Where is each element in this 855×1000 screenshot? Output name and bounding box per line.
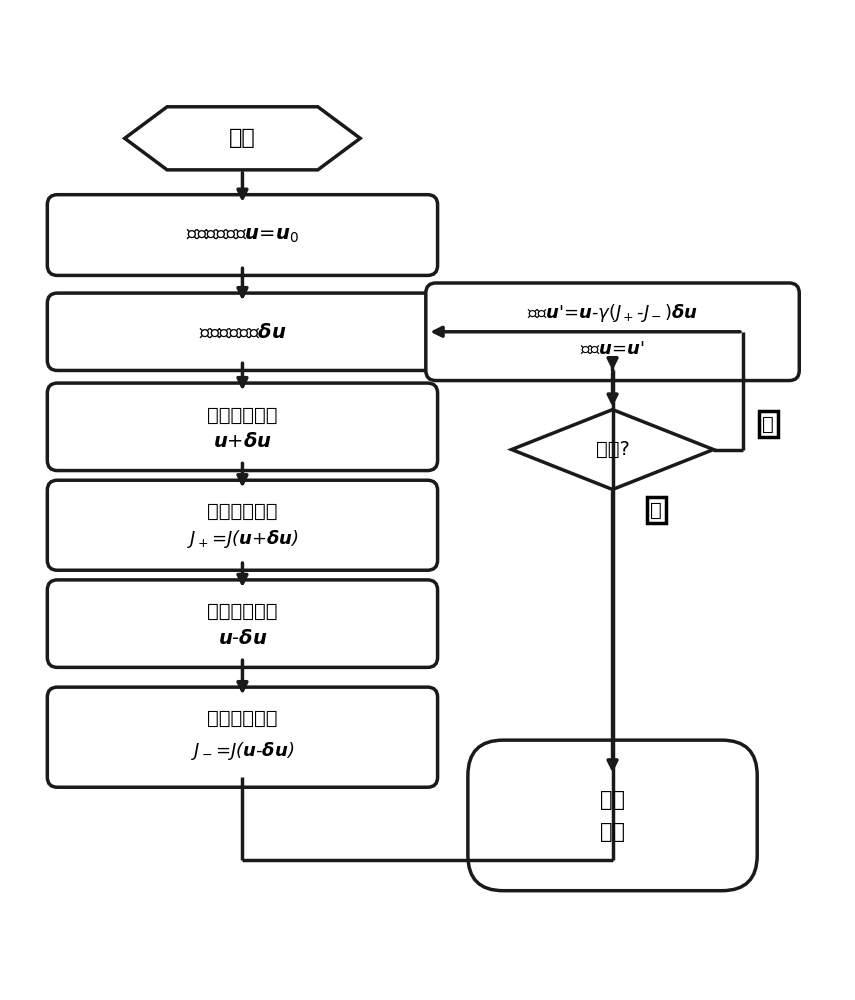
Text: 是: 是 — [651, 501, 662, 520]
Text: 计算$\boldsymbol{u}$'=$\boldsymbol{u}$-$\gamma$($J_+$-$J_-$)$\boldsymbol{\delta u}: 计算$\boldsymbol{u}$'=$\boldsymbol{u}$-$\g… — [527, 302, 698, 324]
Text: 产生随机扰动$\boldsymbol{\delta u}$: 产生随机扰动$\boldsymbol{\delta u}$ — [198, 322, 286, 341]
FancyBboxPatch shape — [426, 283, 799, 381]
Text: 开始: 开始 — [229, 128, 256, 148]
Text: 更新$\boldsymbol{u}$=$\boldsymbol{u}$': 更新$\boldsymbol{u}$=$\boldsymbol{u}$' — [581, 340, 645, 358]
Text: $J_+$=$J$($\boldsymbol{u}$+$\boldsymbol{\delta u}$): $J_+$=$J$($\boldsymbol{u}$+$\boldsymbol{… — [186, 528, 298, 550]
Text: $\boldsymbol{u}$-$\boldsymbol{\delta u}$: $\boldsymbol{u}$-$\boldsymbol{\delta u}$ — [218, 629, 268, 648]
Text: 输出控制变量: 输出控制变量 — [207, 602, 278, 621]
FancyBboxPatch shape — [47, 580, 438, 667]
Polygon shape — [125, 107, 360, 170]
Text: 设置初始变量$\boldsymbol{u}$=$\boldsymbol{u}_0$: 设置初始变量$\boldsymbol{u}$=$\boldsymbol{u}_0… — [186, 226, 299, 245]
Text: 否: 否 — [763, 415, 774, 434]
Text: 结束: 结束 — [600, 790, 625, 810]
Text: 测量耦合效率: 测量耦合效率 — [207, 502, 278, 521]
Text: $J_-$=$J$($\boldsymbol{u}$-$\boldsymbol{\delta u}$): $J_-$=$J$($\boldsymbol{u}$-$\boldsymbol{… — [191, 740, 294, 762]
Text: 退出: 退出 — [600, 822, 625, 842]
Text: 停止?: 停止? — [596, 440, 629, 459]
FancyBboxPatch shape — [47, 480, 438, 570]
FancyBboxPatch shape — [468, 740, 758, 891]
FancyBboxPatch shape — [47, 195, 438, 275]
FancyBboxPatch shape — [47, 687, 438, 787]
Polygon shape — [511, 410, 713, 489]
Text: 输出控制变量: 输出控制变量 — [207, 406, 278, 425]
FancyBboxPatch shape — [47, 383, 438, 471]
FancyBboxPatch shape — [47, 293, 438, 370]
Text: 测量耦合效率: 测量耦合效率 — [207, 709, 278, 728]
Text: $\boldsymbol{u}$+$\boldsymbol{\delta u}$: $\boldsymbol{u}$+$\boldsymbol{\delta u}$ — [213, 432, 272, 451]
